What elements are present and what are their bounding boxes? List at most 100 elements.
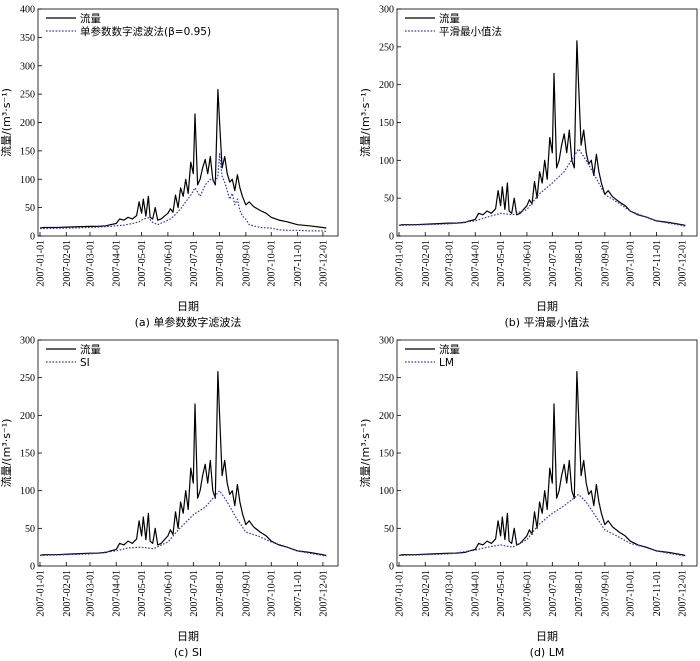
y-tick-label: 50 xyxy=(25,203,35,214)
plot-frame xyxy=(37,339,339,567)
x-axis-label: 日期 xyxy=(536,630,558,643)
y-tick-label: 300 xyxy=(379,336,394,347)
legend-label: 流量 xyxy=(439,343,460,356)
x-tick-label: 2007-02-01 xyxy=(421,240,432,287)
x-axis-label: 日期 xyxy=(177,300,199,313)
x-tick-label: 2007-07-01 xyxy=(189,570,200,617)
x-tick-label: 2007-06-01 xyxy=(522,570,533,617)
y-tick-label: 150 xyxy=(379,118,394,129)
flow-series-line xyxy=(39,371,327,557)
x-tick-label: 2007-12-01 xyxy=(677,240,688,287)
x-tick-label: 2007-02-01 xyxy=(62,570,73,617)
x-tick-label: 2007-07-01 xyxy=(548,570,559,617)
y-tick-label: 100 xyxy=(379,156,394,167)
x-tick-label: 2007-02-01 xyxy=(421,570,432,617)
y-tick-label: 0 xyxy=(389,562,394,573)
plot-frame xyxy=(37,8,339,237)
flow-series-line xyxy=(398,371,686,557)
x-tick-label: 2007-08-01 xyxy=(215,240,226,287)
x-tick-label: 2007-11-01 xyxy=(652,240,663,286)
x-tick-label: 2007-06-01 xyxy=(163,570,174,617)
x-axis-label: 日期 xyxy=(177,630,199,643)
x-tick-label: 2007-08-01 xyxy=(574,570,585,617)
y-tick-label: 250 xyxy=(20,90,35,101)
x-tick-label: 2007-05-01 xyxy=(496,570,507,617)
y-tick-label: 200 xyxy=(20,411,35,422)
panel-caption: (a) 单参数数字滤波法 xyxy=(135,315,242,329)
flow-series-line xyxy=(39,89,327,229)
y-tick-label: 150 xyxy=(379,449,394,460)
y-tick-label: 250 xyxy=(379,42,394,53)
x-tick-label: 2007-01-01 xyxy=(395,570,406,617)
x-tick-label: 2007-03-01 xyxy=(444,240,455,287)
y-tick-label: 200 xyxy=(20,118,35,129)
legend-label: LM xyxy=(439,357,454,369)
y-tick-label: 400 xyxy=(20,5,35,16)
x-tick-label: 2007-01-01 xyxy=(395,240,406,287)
y-tick-label: 50 xyxy=(25,524,35,535)
x-tick-label: 2007-08-01 xyxy=(574,240,585,287)
y-tick-label: 0 xyxy=(30,232,35,243)
chart-panel-c: 0 50 100 150 200 250 300 2007-01-01 2007-02-01 20… xyxy=(0,336,339,659)
x-tick-label: 2007-10-01 xyxy=(626,240,637,287)
legend-label: 流量 xyxy=(80,343,101,356)
y-tick-label: 300 xyxy=(20,336,35,347)
x-tick-label: 2007-12-01 xyxy=(318,570,329,617)
y-axis-label: 流量/(m³·s⁻¹) xyxy=(0,419,13,488)
baseflow-series-line xyxy=(39,490,327,557)
flow-series-line xyxy=(398,40,686,226)
x-tick-label: 2007-05-01 xyxy=(496,240,507,287)
x-tick-label: 2007-06-01 xyxy=(163,240,174,287)
baseflow-series-line xyxy=(39,153,327,233)
x-tick-label: 2007-09-01 xyxy=(241,240,252,287)
y-tick-label: 150 xyxy=(20,146,35,157)
x-axis-label: 日期 xyxy=(536,300,558,313)
x-tick-label: 2007-06-01 xyxy=(522,240,533,287)
y-axis-label: 流量/(m³·s⁻¹) xyxy=(358,419,372,488)
legend-label: 单参数数字滤波法(β=0.95) xyxy=(80,25,211,38)
legend-label: SI xyxy=(80,357,90,369)
y-tick-label: 250 xyxy=(379,373,394,384)
x-tick-label: 2007-12-01 xyxy=(318,240,329,287)
x-tick-label: 2007-04-01 xyxy=(471,570,482,617)
y-tick-label: 200 xyxy=(379,80,394,91)
y-axis-label: 流量/(m³·s⁻¹) xyxy=(358,88,372,157)
x-tick-label: 2007-04-01 xyxy=(471,240,482,287)
legend-label: 流量 xyxy=(80,12,101,25)
x-tick-label: 2007-04-01 xyxy=(112,240,123,287)
y-tick-label: 350 xyxy=(20,33,35,44)
panel-caption: (c) SI xyxy=(174,646,202,659)
x-tick-label: 2007-07-01 xyxy=(548,240,559,287)
x-tick-label: 2007-02-01 xyxy=(62,240,73,287)
y-tick-label: 200 xyxy=(379,411,394,422)
x-tick-label: 2007-05-01 xyxy=(137,570,148,617)
y-tick-label: 0 xyxy=(389,232,394,243)
y-tick-label: 100 xyxy=(20,486,35,497)
x-tick-label: 2007-01-01 xyxy=(36,240,47,287)
plot-frame xyxy=(396,339,698,567)
x-tick-label: 2007-09-01 xyxy=(600,570,611,617)
baseflow-series-line xyxy=(398,493,686,557)
chart-panel-d: 0 50 100 150 200 250 300 2007-01-01 2007-02-01 20… xyxy=(358,336,698,659)
y-tick-label: 300 xyxy=(20,61,35,72)
y-tick-label: 0 xyxy=(30,562,35,573)
y-tick-label: 100 xyxy=(20,175,35,186)
x-tick-label: 2007-05-01 xyxy=(137,240,148,287)
panel-caption: (b) 平滑最小值法 xyxy=(504,315,589,329)
x-tick-label: 2007-04-01 xyxy=(112,570,123,617)
x-tick-label: 2007-08-01 xyxy=(215,570,226,617)
y-tick-label: 300 xyxy=(379,5,394,16)
x-tick-label: 2007-10-01 xyxy=(267,240,278,287)
chart-panel-b: 0 50 100 150 200 250 300 2007-01-01 2007-02-01 20… xyxy=(358,5,698,329)
x-tick-label: 2007-10-01 xyxy=(267,570,278,617)
x-tick-label: 2007-09-01 xyxy=(600,240,611,287)
baseflow-series-line xyxy=(398,148,686,227)
x-tick-label: 2007-11-01 xyxy=(293,240,304,286)
x-tick-label: 2007-11-01 xyxy=(652,570,663,616)
x-tick-label: 2007-12-01 xyxy=(677,570,688,617)
chart-panel-a: 0 50 100 150 200 250 300 350 400 2007-01-01 2007-0… xyxy=(0,5,339,329)
